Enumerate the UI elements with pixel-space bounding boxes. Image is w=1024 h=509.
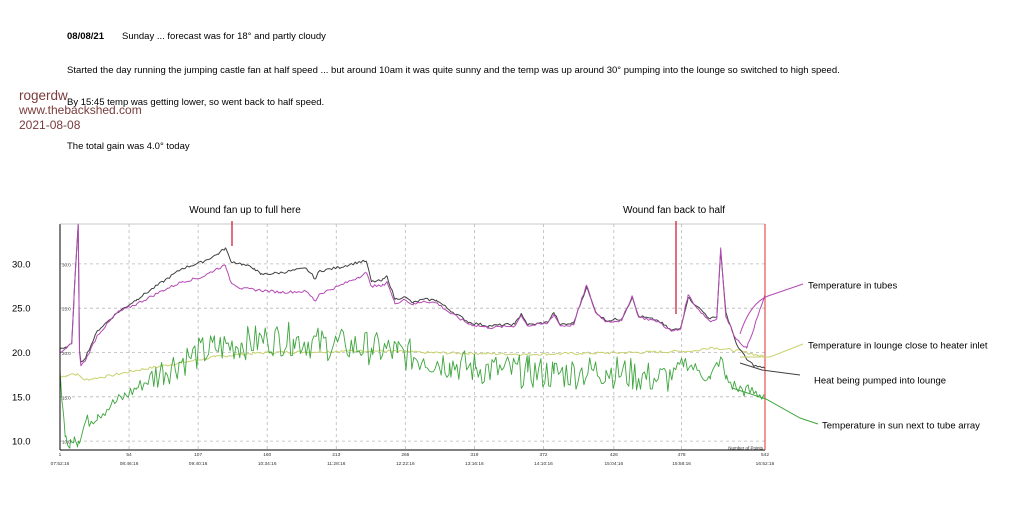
note-line-3: The total gain was 4.0° today [67, 141, 190, 152]
x-tick-index: 54 [126, 452, 132, 458]
y-tick-inner-label: 10.0 [62, 440, 71, 445]
points-count-label: Number of Points [728, 446, 764, 451]
series-line-tubes [59, 223, 766, 367]
legend-label-lounge-inlet: Temperature in lounge close to heater in… [808, 341, 988, 352]
series-lines [59, 223, 766, 449]
plot-frame [59, 223, 766, 451]
y-tick-inner-label: 20.0 [62, 351, 71, 356]
x-tick-time: 13:16:16 [465, 461, 484, 467]
x-tick-index: 372 [539, 452, 547, 458]
y-tick-label: 30.0 [12, 259, 31, 270]
legend-leader-lounge-inlet [740, 343, 804, 358]
x-tick-index: 213 [332, 452, 340, 458]
y-tick-label: 20.0 [12, 348, 31, 359]
x-tick-time: 14:10:16 [534, 461, 553, 467]
x-tick-index: 160 [263, 452, 271, 458]
note-line-1: Started the day running the jumping cast… [67, 65, 840, 76]
legend-label-tubes: Temperature in tubes [808, 281, 897, 292]
y-tick-label: 15.0 [12, 392, 31, 403]
y-tick-inner-label: 30.0 [62, 262, 71, 267]
x-tick-index: 542 [761, 452, 769, 458]
note-date: 08/08/21 [67, 31, 104, 42]
x-tick-time: 12:22:16 [396, 461, 415, 467]
poster-date: 2021-08-08 [19, 118, 81, 132]
x-tick-time: 16:52:16 [756, 461, 775, 467]
axis-ticks: 10.0 10.0 15.0 15.0 20.0 20.0 25.0 25.0 30.0 30.0… [12, 259, 775, 467]
legend-leader-heat-pumped [739, 362, 801, 376]
poster-name: rogerdw [19, 88, 68, 103]
y-tick-label: 10.0 [12, 437, 31, 448]
note-day-line: Sunday ... forecast was for 18° and part… [122, 31, 326, 42]
legend-label-heat-pumped: Heat being pumped into lounge [814, 376, 946, 387]
series-line-heat-pumped [59, 223, 766, 369]
poster-site[interactable]: www.thebackshed.com [19, 103, 142, 117]
series-line-sun [59, 321, 766, 449]
x-tick-index: 1 [59, 452, 62, 458]
x-tick-time: 10:34:16 [258, 461, 277, 467]
legend-leader-sun [731, 387, 819, 425]
legend-leader-tubes [739, 283, 804, 335]
y-tick-inner-label: 15.0 [62, 395, 71, 400]
poster-block: rogerdw www.thebackshed.com 2021-08-08 [19, 88, 142, 133]
annotations: Wound fan up to full here Wound fan back … [189, 205, 725, 314]
x-tick-time: 09:40:16 [189, 461, 208, 467]
y-tick-inner-label: 25.0 [62, 307, 71, 312]
legend-callouts: Temperature in tubes Temperature in loung… [731, 281, 988, 432]
x-tick-time: 08:46:16 [120, 461, 139, 467]
x-tick-time: 15:58:16 [672, 461, 691, 467]
x-tick-time: 07:52:16 [51, 461, 70, 467]
y-tick-label: 25.0 [12, 304, 31, 315]
x-tick-time: 15:04:16 [604, 461, 623, 467]
x-tick-index: 319 [470, 452, 478, 458]
x-tick-index: 426 [610, 452, 618, 458]
x-tick-index: 107 [194, 452, 202, 458]
x-tick-index: 266 [401, 452, 409, 458]
x-tick-index: 478 [678, 452, 686, 458]
note-line-2: By 15:45 temp was getting lower, so went… [67, 97, 325, 108]
legend-label-sun: Temperature in sun next to tube array [822, 421, 980, 432]
x-tick-time: 11:28:16 [327, 461, 346, 467]
annotation-label: Wound fan up to full here [189, 205, 301, 216]
annotation-label: Wound fan back to half [623, 205, 725, 216]
grid [60, 224, 765, 450]
